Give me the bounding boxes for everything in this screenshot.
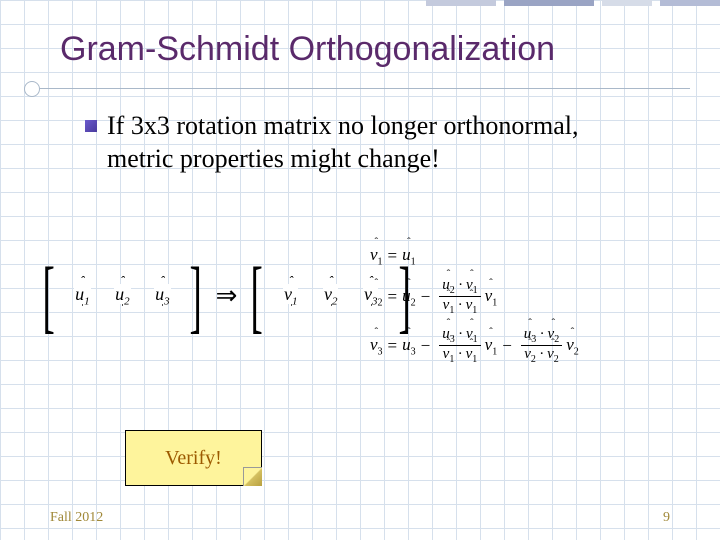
- equation-1: ˆv1 = ˆu1: [370, 245, 579, 267]
- top-accent-bars: [426, 0, 720, 6]
- bullet-item: If 3x3 rotation matrix no longer orthono…: [85, 110, 645, 175]
- slide: Gram-Schmidt Orthogonalization If 3x3 ro…: [0, 0, 720, 540]
- left-bracket: [: [43, 255, 55, 337]
- left-bracket: [: [251, 255, 263, 337]
- bullet-icon: [85, 120, 97, 132]
- right-bracket: ]: [190, 255, 202, 337]
- footer-page-number: 9: [663, 510, 670, 526]
- matrix-transform: [ ˆu1 ˆu2 ˆu3 ] ⇒ [ ˆv1 ˆv2 ˆv3 ]: [35, 255, 418, 337]
- matrix-u: ˆu1 ˆu2 ˆu3: [62, 257, 182, 335]
- title-divider-circle: [24, 81, 40, 97]
- accent-bar: [660, 0, 720, 6]
- bullet-text: If 3x3 rotation matrix no longer orthono…: [107, 110, 645, 175]
- slide-title: Gram-Schmidt Orthogonalization: [60, 30, 555, 69]
- sticky-note-verify: Verify!: [125, 430, 262, 486]
- accent-bar: [504, 0, 594, 6]
- equation-3: ˆv3 = ˆu3 − ˆu3 · ˆv1 ˆv1 · ˆv1 ˆv1 − ˆu…: [370, 326, 579, 365]
- equation-2: ˆv2 = ˆu2 − ˆu2 · ˆv1 ˆv1 · ˆv1 ˆv1: [370, 277, 579, 316]
- implies-arrow: ⇒: [216, 281, 238, 311]
- accent-bar: [602, 0, 652, 6]
- gram-schmidt-equations: ˆv1 = ˆu1 ˆv2 = ˆu2 − ˆu2 · ˆv1 ˆv1 · ˆv…: [370, 245, 579, 375]
- accent-bar: [426, 0, 496, 6]
- title-divider: [30, 88, 690, 89]
- footer-term: Fall 2012: [50, 510, 103, 526]
